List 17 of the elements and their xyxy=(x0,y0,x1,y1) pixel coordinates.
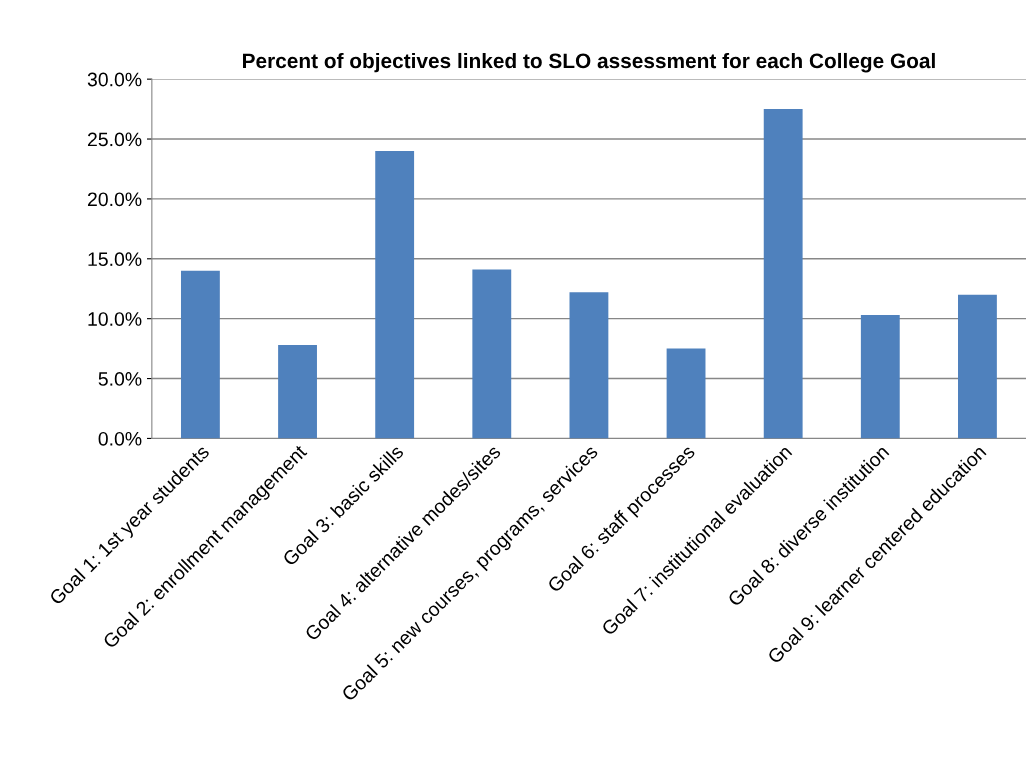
y-tick-label: 20.0% xyxy=(87,192,142,207)
bar xyxy=(860,315,900,439)
chart-title: Percent of objectives linked to SLO assessment for each College Goal xyxy=(243,52,935,73)
bar xyxy=(569,292,609,439)
bar xyxy=(472,269,512,439)
bar xyxy=(666,348,706,439)
y-tick-label: 0.0% xyxy=(98,431,142,446)
bar xyxy=(375,151,415,439)
y-tick-label: 10.0% xyxy=(88,312,142,326)
bar xyxy=(763,109,803,439)
bar xyxy=(180,270,220,439)
y-tick-label: 5.0% xyxy=(98,372,142,386)
bar xyxy=(958,294,997,439)
bar xyxy=(278,345,317,439)
y-tick-label: 30.0% xyxy=(87,72,142,87)
y-tick-label: 15.0% xyxy=(88,252,142,267)
y-tick-label: 25.0% xyxy=(87,132,142,147)
